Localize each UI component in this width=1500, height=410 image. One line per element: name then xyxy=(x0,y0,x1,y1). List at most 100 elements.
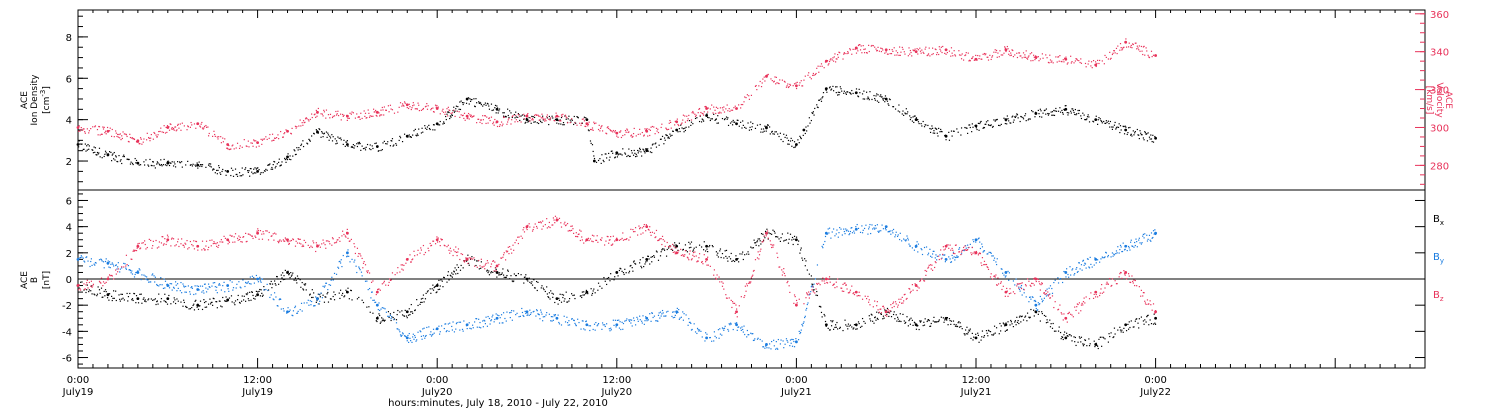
scatter-mark xyxy=(203,125,206,128)
scatter-mark xyxy=(786,85,788,87)
scatter-mark xyxy=(634,152,636,154)
scatter-mark xyxy=(354,117,357,119)
scatter-mark xyxy=(723,329,725,331)
scatter-mark xyxy=(300,243,302,245)
scatter-mark xyxy=(370,148,372,151)
scatter-mark xyxy=(628,131,630,133)
scatter-mark xyxy=(601,125,603,127)
scatter-mark xyxy=(1110,57,1112,59)
scatter-mark xyxy=(631,152,633,154)
scatter-mark xyxy=(812,111,814,113)
scatter-mark xyxy=(228,297,231,299)
scatter-mark xyxy=(726,257,728,259)
scatter-mark xyxy=(451,325,453,328)
scatter-mark xyxy=(863,320,865,323)
scatter-mark xyxy=(859,92,861,94)
scatter-mark xyxy=(528,314,530,317)
scatter-mark xyxy=(560,116,563,119)
scatter-mark xyxy=(437,288,439,291)
scatter-mark xyxy=(1020,316,1023,318)
scatter-mark xyxy=(364,149,367,151)
scatter-mark xyxy=(624,238,626,241)
scatter-mark xyxy=(282,136,284,138)
scatter-mark xyxy=(1051,60,1053,62)
scatter-mark xyxy=(262,231,264,233)
scatter-mark xyxy=(311,113,313,115)
scatter-mark xyxy=(845,324,847,326)
scatter-mark xyxy=(1090,65,1092,67)
scatter-mark xyxy=(689,321,691,323)
scatter-mark xyxy=(707,116,709,119)
scatter-mark xyxy=(170,123,172,126)
scatter-mark xyxy=(904,322,906,324)
scatter-mark xyxy=(805,260,807,262)
scatter-mark xyxy=(835,61,837,63)
scatter-mark xyxy=(115,156,117,158)
scatter-mark xyxy=(259,276,261,278)
scatter-mark xyxy=(777,82,779,84)
scatter-mark xyxy=(1047,321,1049,323)
scatter-mark xyxy=(203,283,206,285)
scatter-mark xyxy=(1125,330,1128,332)
scatter-mark xyxy=(281,161,283,163)
scatter-mark xyxy=(416,254,418,256)
scatter-mark xyxy=(673,311,675,313)
scatter-mark xyxy=(1119,326,1121,328)
scatter-mark xyxy=(247,233,249,235)
scatter-mark xyxy=(721,334,723,336)
scatter-mark xyxy=(482,326,484,328)
scatter-mark xyxy=(609,280,611,282)
scatter-mark xyxy=(142,242,144,244)
scatter-mark xyxy=(1078,262,1081,264)
scatter-mark xyxy=(282,136,284,138)
scatter-mark xyxy=(894,54,896,56)
scatter-mark xyxy=(356,298,359,300)
scatter-mark xyxy=(530,282,532,285)
scatter-mark xyxy=(243,236,245,238)
scatter-mark xyxy=(1065,276,1067,278)
scatter-mark xyxy=(742,124,744,126)
scatter-mark xyxy=(847,328,849,330)
scatter-mark xyxy=(189,293,192,295)
scatter-mark xyxy=(371,145,373,147)
scatter-mark xyxy=(1006,115,1008,117)
scatter-mark xyxy=(1006,329,1008,331)
scatter-mark xyxy=(964,329,967,331)
scatter-mark xyxy=(622,272,625,274)
scatter-mark xyxy=(1136,45,1138,47)
scatter-mark xyxy=(511,280,513,282)
scatter-mark xyxy=(95,154,97,156)
scatter-mark xyxy=(375,293,377,296)
scatter-mark xyxy=(731,121,733,123)
scatter-mark xyxy=(535,225,538,228)
scatter-mark xyxy=(529,309,531,311)
scatter-mark xyxy=(228,241,231,243)
scatter-mark xyxy=(791,139,794,142)
y-tick-label: 4 xyxy=(66,223,72,234)
scatter-mark xyxy=(420,331,422,333)
scatter-mark xyxy=(207,303,210,305)
scatter-mark xyxy=(373,299,375,301)
scatter-mark xyxy=(203,249,206,251)
scatter-mark xyxy=(127,296,130,298)
scatter-mark xyxy=(100,277,103,279)
scatter-mark xyxy=(423,327,425,329)
scatter-mark xyxy=(78,125,80,127)
scatter-mark xyxy=(335,143,337,145)
scatter-mark xyxy=(115,269,117,271)
scatter-mark xyxy=(746,336,748,338)
scatter-mark xyxy=(193,123,196,125)
scatter-mark xyxy=(325,247,327,249)
scatter-mark xyxy=(216,286,218,288)
scatter-mark xyxy=(1029,316,1031,318)
scatter-mark xyxy=(542,287,544,289)
scatter-mark xyxy=(946,49,948,51)
scatter-mark xyxy=(331,244,333,246)
scatter-mark xyxy=(527,121,529,123)
scatter-mark xyxy=(795,236,798,238)
scatter-mark xyxy=(390,319,392,322)
scatter-mark xyxy=(950,55,952,57)
scatter-mark xyxy=(317,132,319,134)
scatter-mark xyxy=(981,246,984,248)
